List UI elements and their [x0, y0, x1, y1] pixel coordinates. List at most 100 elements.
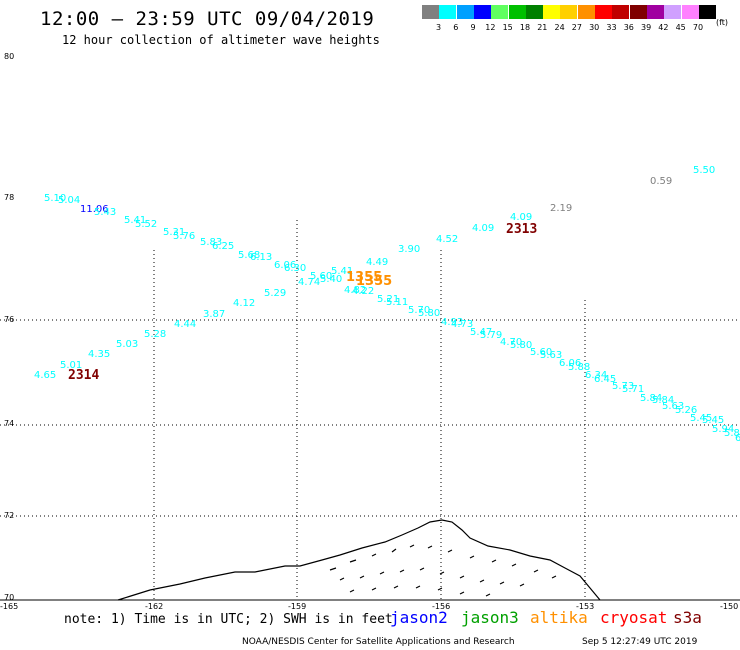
colorbar-label: 15	[502, 23, 513, 32]
wave-height-label: 5.68	[238, 250, 261, 261]
colorbar-label: 42	[658, 23, 669, 32]
colorbar-label: 36	[623, 23, 634, 32]
wave-height-label: 5.71	[622, 384, 645, 395]
wave-height-label: 5.43	[94, 207, 117, 218]
wave-height-label: 5.84	[640, 393, 663, 404]
lat-label-72: 72	[4, 511, 15, 520]
map-title: 12:00 – 23:59 UTC 09/04/2019	[40, 8, 375, 30]
satellite-s3a: s3a	[673, 608, 702, 627]
wave-height-label: 1355	[346, 270, 383, 285]
wave-height-label: 0.59	[650, 176, 673, 187]
wave-height-label: 5.21	[377, 294, 400, 305]
wave-height-label: 5.63	[662, 401, 685, 412]
colorbar-swatch	[595, 5, 612, 19]
wave-height-label: 4.73	[451, 319, 474, 330]
footer-note: note: 1) Time is in UTC; 2) SWH is in fe…	[64, 612, 393, 627]
wave-height-label: 5.50	[693, 165, 716, 176]
wave-height-label: 5.04	[58, 195, 81, 206]
coastline-alaska	[117, 519, 601, 601]
colorbar-swatch	[422, 5, 439, 19]
lon-label-150: -150	[720, 602, 739, 611]
wave-height-label: 5.28	[144, 329, 167, 340]
wave-height-label: 5.52	[135, 219, 158, 230]
wave-height-label: 5.63	[540, 350, 563, 361]
satellite-jason2: jason2	[390, 608, 448, 627]
colorbar-swatch	[646, 5, 664, 19]
wave-height-label: 4.82	[344, 285, 367, 296]
colorbar-swatch	[577, 5, 595, 19]
lat-label-76: 76	[4, 315, 15, 324]
colorbar-swatch	[456, 5, 474, 19]
lon-label-162: -162	[145, 602, 164, 611]
lon-label-156: -156	[432, 602, 451, 611]
wave-height-label: 4.35	[88, 349, 111, 360]
wave-height-label: 4.70	[500, 337, 523, 348]
wave-height-label: 4.09	[472, 223, 495, 234]
colorbar-swatch	[439, 5, 457, 19]
wave-height-label: 5.83	[200, 237, 223, 248]
wave-height-label: 6	[735, 433, 740, 444]
colorbar-label: 6	[453, 23, 459, 32]
colorbar-label: 27	[571, 23, 582, 32]
wave-height-label: 5.80	[510, 340, 533, 351]
wave-height-label: 5.88	[568, 362, 591, 373]
wave-height-label: 5.60	[310, 271, 333, 282]
wave-height-label: 5.11	[386, 297, 409, 308]
colorbar-swatch	[681, 5, 699, 19]
credit-line: NOAA/NESDIS Center for Satellite Applica…	[242, 637, 515, 647]
satellite-altika: altika	[530, 608, 588, 627]
wave-height-label: 5.60	[530, 347, 553, 358]
wave-height-label: 4.49	[366, 257, 389, 268]
wave-height-label: 4.22	[352, 286, 375, 297]
generated-timestamp: Sep 5 12:27:49 UTC 2019	[582, 637, 698, 647]
wave-height-label: 5.47	[470, 327, 493, 338]
wave-height-label: 5.80	[418, 308, 441, 319]
wave-height-label: 5.01	[60, 360, 83, 371]
wave-height-label: 4.74	[298, 277, 321, 288]
colorbar-swatch	[543, 5, 561, 19]
colorbar-label: 18	[519, 23, 531, 32]
wave-height-label: 4.44	[174, 319, 197, 330]
colorbar-label: 12	[485, 23, 496, 32]
colorbar-label: 9	[470, 23, 476, 32]
wave-height-label: 5.29	[264, 288, 287, 299]
wave-height-label: 5.84	[724, 428, 740, 439]
wave-height-label: 5.94	[712, 424, 735, 435]
colorbar-swatch	[508, 5, 526, 19]
map-subtitle: 12 hour collection of altimeter wave hei…	[62, 33, 380, 47]
wave-height-label: 6.25	[212, 241, 235, 252]
colorbar-swatch	[612, 5, 630, 19]
colorbar-swatch	[560, 5, 578, 19]
wave-height-label: 5.41	[331, 266, 354, 277]
wave-height-label: 4.65	[34, 370, 57, 381]
wave-height-label: 5.45	[702, 415, 725, 426]
colorbar-label: 39	[641, 23, 652, 32]
wave-height-label: 4.93	[441, 317, 464, 328]
satellite-jason3: jason3	[461, 608, 519, 627]
lon-label-153: -153	[576, 602, 595, 611]
wave-height-label: 1355	[356, 274, 393, 289]
wave-height-label: 6.06	[559, 358, 582, 369]
wave-height-label: 4.52	[436, 234, 459, 245]
wave-height-label: 3.90	[398, 244, 421, 255]
colorbar-label: 21	[537, 23, 548, 32]
wave-height-label: 5.73	[612, 381, 635, 392]
colorbar-label: 3	[435, 23, 442, 32]
wave-height-label: 5.31	[163, 227, 186, 238]
colorbar-swatch	[473, 5, 491, 19]
wave-height-label: 5.76	[173, 231, 196, 242]
wave-height-label: 5.03	[116, 339, 139, 350]
lon-label-165: -165	[0, 602, 19, 611]
lon-label-159: -159	[288, 602, 307, 611]
wave-height-label: 6.34	[585, 370, 608, 381]
colorbar-label: 24	[554, 23, 565, 32]
wave-height-label: 4.12	[233, 298, 256, 309]
colorbar-swatch	[491, 5, 509, 19]
lat-label-80: 80	[4, 52, 15, 61]
wave-height-label: 5.84	[652, 395, 675, 406]
wave-height-label: 6.30	[284, 263, 307, 274]
colorbar-swatch	[629, 5, 647, 19]
graticule	[0, 220, 740, 600]
wave-height-label: 5.79	[480, 330, 503, 341]
